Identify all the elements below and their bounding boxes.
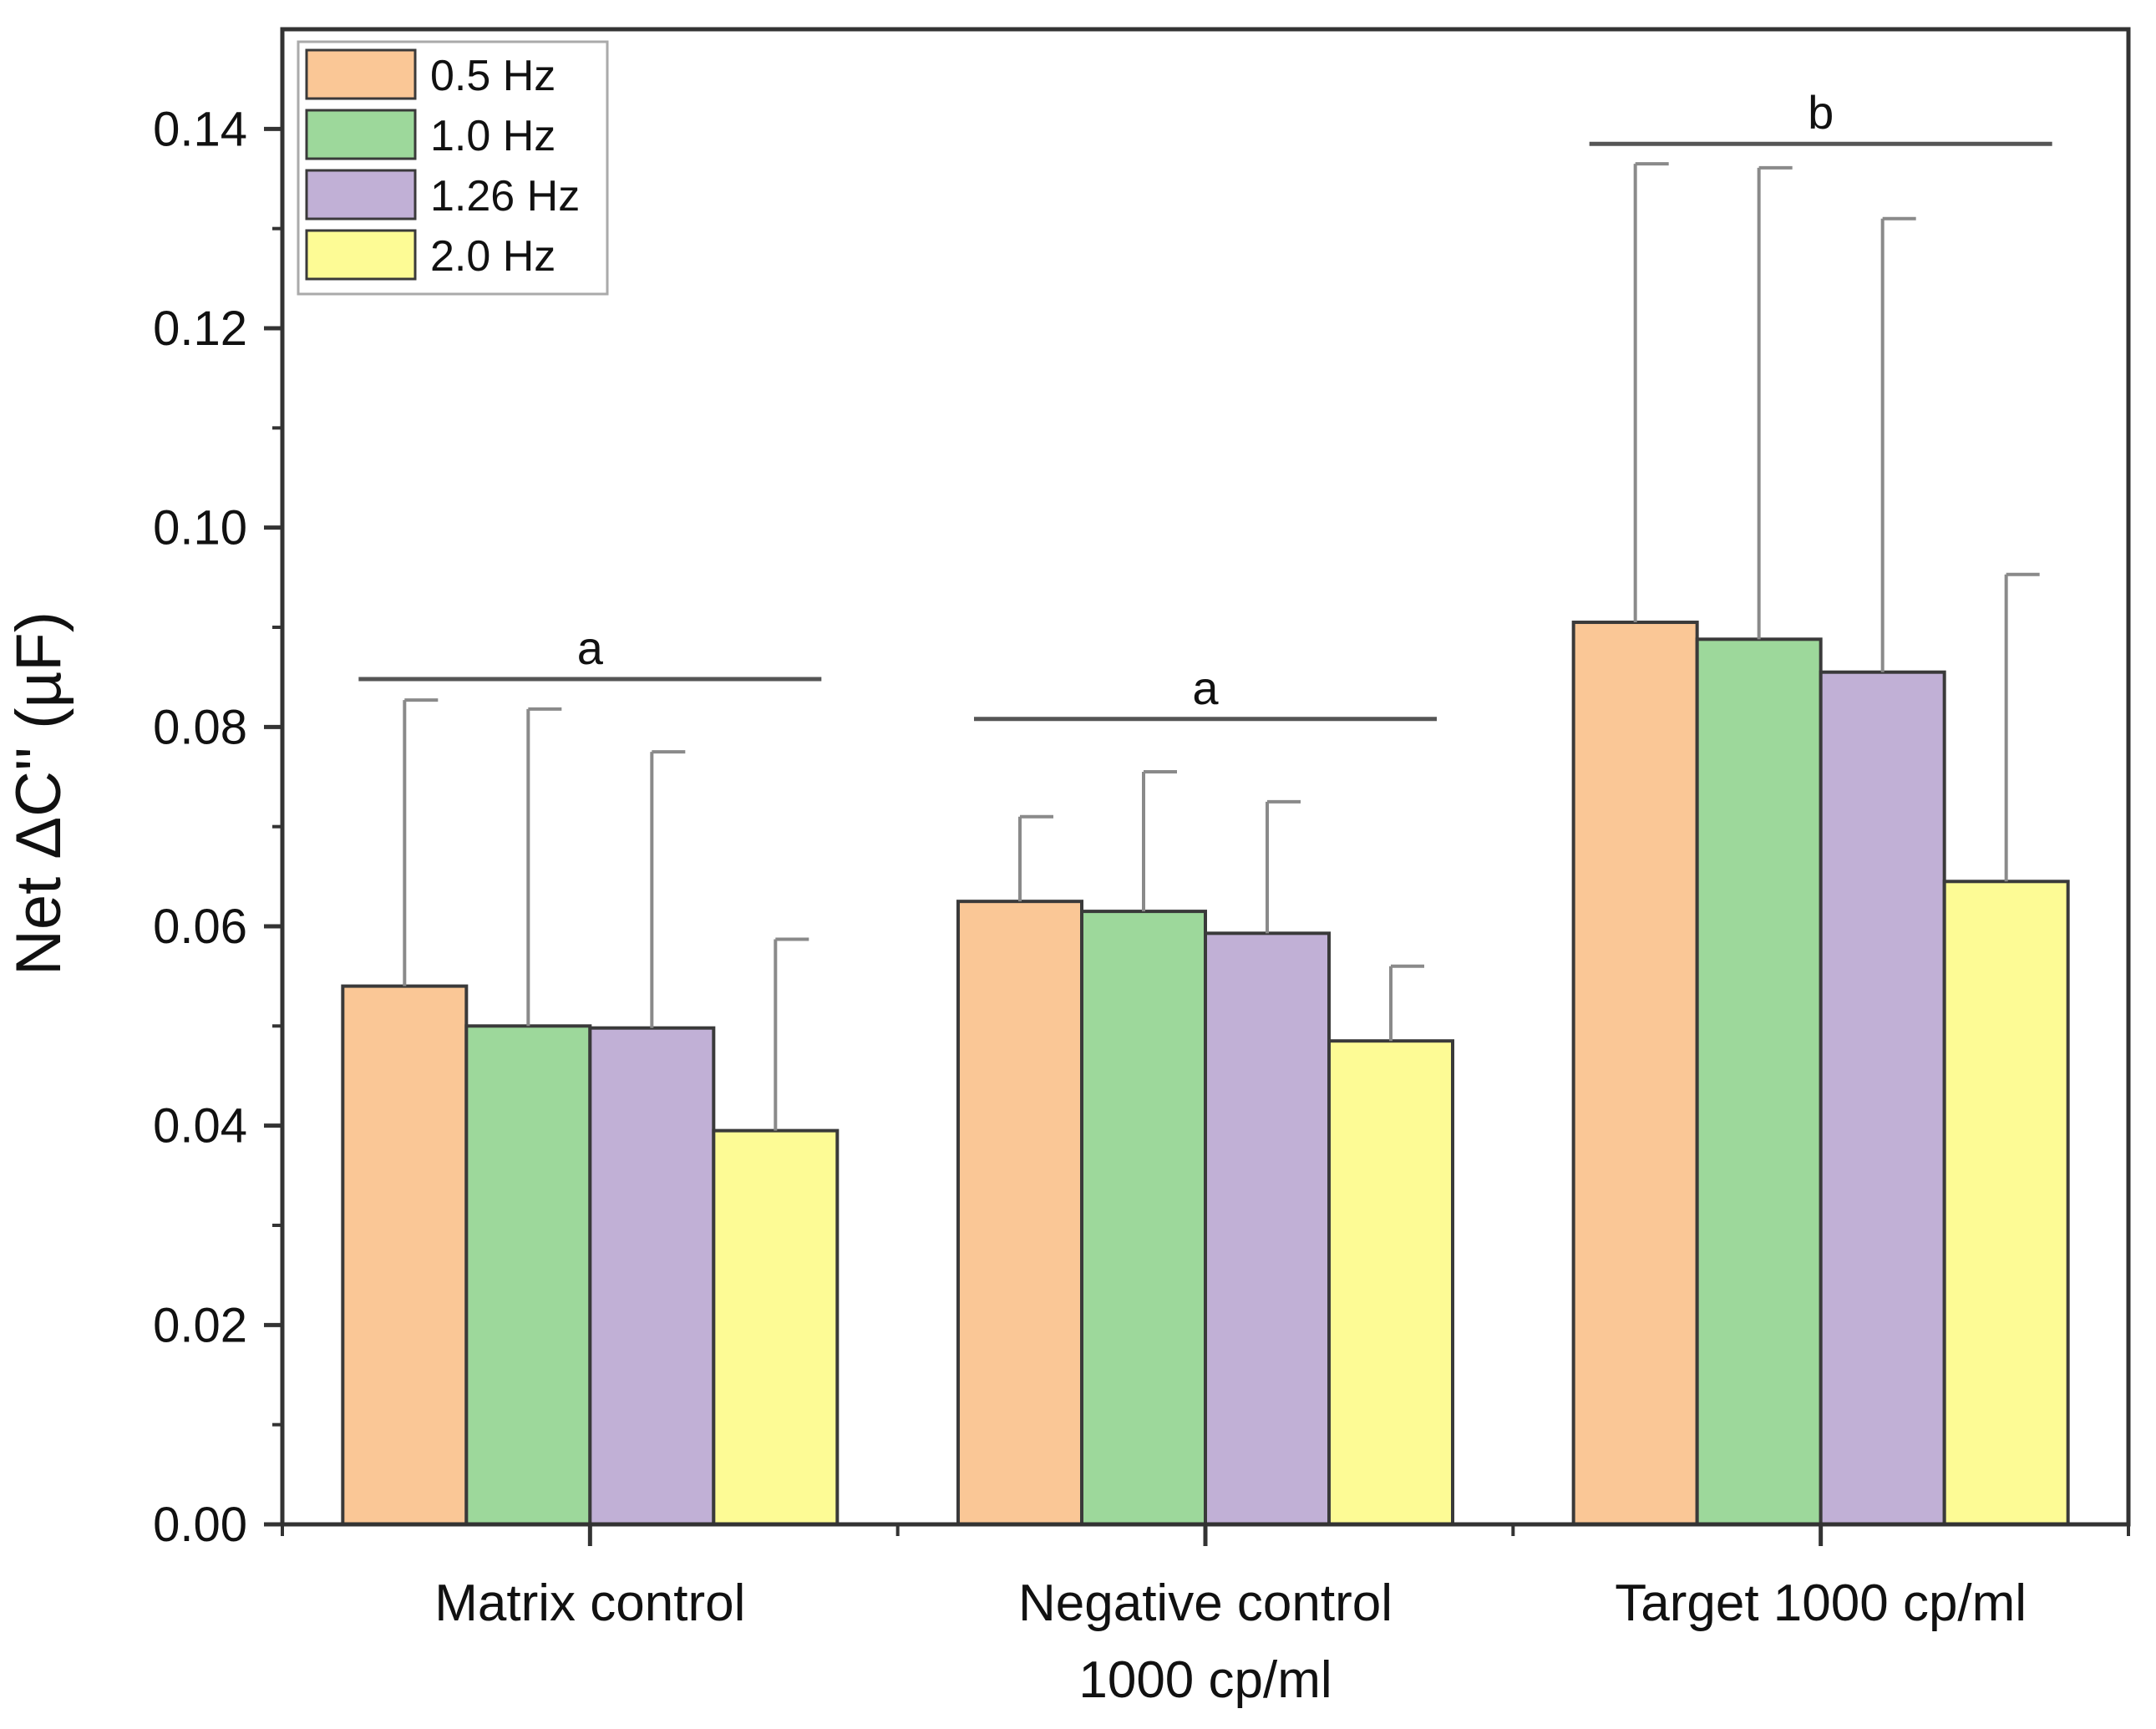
axes-layer: 0.00 0.02 0.04 0.06 0.08 0.10 0.12 0.14 Matrix c… [153,102,2130,1709]
x-category-label-1-line0: Negative control [1018,1574,1393,1632]
bar-1.26hz-cat2 [1819,670,1946,1526]
y-tick-label-2: 0.04 [153,1099,247,1154]
bar-1.0hz-cat1 [1080,910,1207,1526]
y-tick-label-1: 0.02 [153,1298,247,1352]
bar-1.0hz-cat2 [1695,637,1823,1527]
significance-letter-1: a [1192,662,1219,714]
error-bars-layer [403,162,2040,1131]
y-tick-label-0: 0.00 [153,1498,247,1552]
bars-layer [341,621,2070,1527]
x-category-label-2-line0: Target 1000 cp/ml [1615,1574,2027,1632]
y-tick-label-3: 0.06 [153,900,247,954]
y-tick-label-4: 0.08 [153,700,247,754]
bar-2.0hz-cat2 [1942,880,2070,1527]
legend-label-2: 1.26 Hz [430,172,580,221]
bar-2.0hz-cat0 [712,1128,840,1526]
x-category-label-0-line0: Matrix control [434,1574,745,1632]
bar-1.0hz-cat0 [464,1024,592,1527]
x-category-label-1-line1: 1000 cp/ml [1078,1651,1332,1709]
y-tick-label-6: 0.12 [153,302,247,356]
bar-2.0hz-cat1 [1327,1039,1454,1526]
significance-layer: a a b [358,86,2052,722]
significance-letter-0: a [577,621,604,674]
y-tick-label-5: 0.10 [153,501,247,555]
significance-letter-2: b [1808,86,1834,139]
legend-swatch-1 [305,109,417,160]
y-axis-title: Net ΔC'' (µF) [3,611,74,976]
bar-0.5hz-cat2 [1571,621,1699,1526]
bar-0.5hz-cat0 [341,984,469,1526]
legend-label-1: 1.0 Hz [430,112,555,160]
bar-0.5hz-cat1 [956,900,1083,1526]
bar-1.26hz-cat1 [1204,931,1331,1527]
legend-swatch-3 [305,229,417,281]
legend-swatch-0 [305,48,417,100]
bar-1.26hz-cat0 [588,1026,716,1526]
y-tick-label-7: 0.14 [153,102,247,156]
legend-label-3: 2.0 Hz [430,232,555,281]
legend-label-0: 0.5 Hz [430,52,555,100]
legend: 0.5 Hz 1.0 Hz 1.26 Hz 2.0 Hz [297,40,609,296]
legend-swatch-2 [305,169,417,221]
